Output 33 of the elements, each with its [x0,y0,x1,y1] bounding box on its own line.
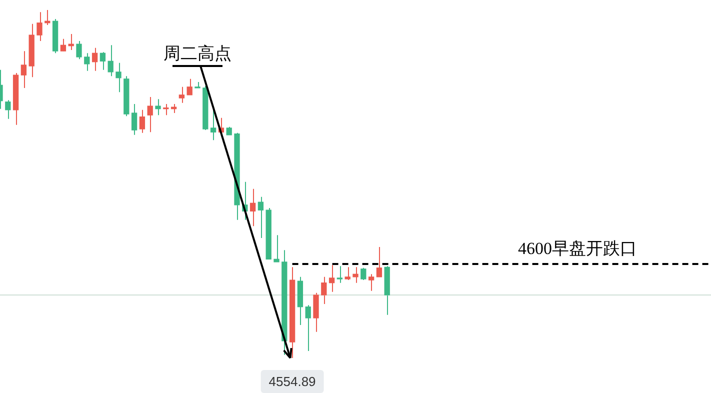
candlestick [5,100,11,120]
candlestick [139,109,146,134]
candlestick [147,96,153,133]
candlestick [84,52,90,72]
candlestick [313,292,319,332]
candlestick [321,276,327,305]
candlestick [250,188,256,227]
candlestick [352,266,358,284]
candlestick [186,78,192,96]
candlestick [210,109,216,141]
candlestick [376,246,382,278]
candlestick [131,103,138,136]
candlestick [368,274,374,292]
candlestick [116,62,122,93]
candlestick [360,267,366,281]
candlestick [36,12,42,42]
candlestick [258,196,264,238]
candlestick [100,52,106,70]
candlestick [108,44,114,77]
candlestick [178,86,185,104]
candlestick [344,266,350,281]
candlestick [92,47,98,72]
candlestick [60,38,66,52]
candlestick [155,98,161,116]
annotation: 周二高点 [164,44,232,63]
candlestick [76,40,82,60]
candlestick [336,266,343,284]
candlestick [328,264,335,292]
annotation: 4554.89 [268,374,316,390]
candlestick [305,304,311,352]
ref-line-label: 4600早盘开跌口 [518,239,637,258]
candlestick [20,50,27,88]
candlestick [274,234,280,262]
